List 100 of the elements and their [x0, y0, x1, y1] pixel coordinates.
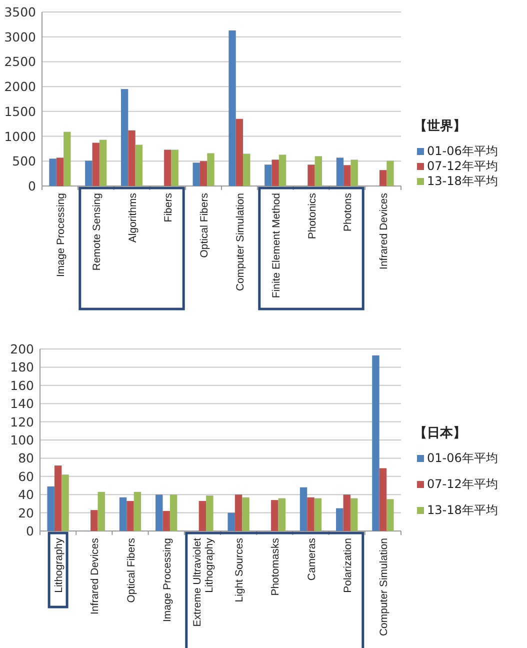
- bar: [344, 165, 351, 186]
- y-tick-label: 80: [18, 450, 34, 466]
- x-tick-label: Light Sources: [234, 538, 246, 602]
- legend-title: 【日本】: [414, 425, 466, 441]
- bar: [206, 496, 214, 531]
- bar: [126, 500, 134, 531]
- bar: [278, 154, 286, 186]
- x-tick-label: Finite Element Method: [270, 192, 282, 298]
- bar: [300, 487, 308, 531]
- bar: [308, 164, 315, 186]
- bar: [128, 130, 136, 186]
- bar: [170, 494, 178, 531]
- bar: [343, 494, 350, 531]
- bar: [192, 162, 200, 186]
- bar: [120, 89, 128, 186]
- x-tick-label: Polarization: [342, 538, 354, 593]
- bar: [272, 160, 279, 186]
- y-tick-label: 40: [18, 487, 34, 502]
- bar: [386, 499, 394, 531]
- bar: [198, 500, 206, 531]
- x-tick-label: Computer Simulation: [234, 192, 246, 292]
- bar: [47, 486, 54, 531]
- y-tick-label: 160: [10, 378, 34, 393]
- x-tick-label: Remote Sensing: [90, 192, 103, 271]
- bar: [307, 497, 314, 531]
- bar: [228, 30, 236, 186]
- legend-label: 07-12年平均: [427, 477, 498, 491]
- x-tick-label: Lithography: [53, 537, 66, 593]
- bar: [54, 465, 62, 531]
- bar: [156, 494, 163, 531]
- x-tick-label: Cameras: [306, 538, 318, 581]
- bar: [350, 498, 358, 531]
- bar: [90, 510, 98, 531]
- y-tick-label: 2000: [4, 79, 36, 94]
- bar: [49, 158, 56, 186]
- y-tick-label: 180: [10, 360, 34, 375]
- bar: [242, 497, 250, 531]
- bar: [171, 150, 178, 186]
- x-tick-label: Infrared Devices: [378, 193, 390, 270]
- bar: [64, 132, 71, 186]
- x-tick-label: Infrared Devices: [89, 538, 102, 614]
- bar: [56, 158, 64, 186]
- bar: [236, 118, 244, 186]
- bar: [386, 160, 394, 186]
- bar: [243, 154, 250, 186]
- y-tick-label: 100: [10, 432, 34, 448]
- legend-label: 01-06年平均: [427, 144, 498, 158]
- bar: [134, 492, 142, 531]
- bar: [336, 508, 344, 531]
- bar: [379, 468, 387, 531]
- x-tick-label: Photons: [342, 193, 354, 232]
- x-tick-label: Photonics: [306, 193, 318, 240]
- legend-label: 07-12年平均: [427, 159, 498, 173]
- bar: [278, 498, 286, 531]
- x-tick-label: Fibers: [162, 193, 175, 222]
- y-tick-label: 120: [10, 414, 34, 430]
- legend-label: 13-18年平均: [427, 174, 498, 188]
- bar: [85, 160, 92, 186]
- x-tick-label: Computer Simulation: [378, 538, 390, 636]
- x-tick-label: Optical Fibers: [125, 538, 138, 603]
- x-tick-label: Optical Fibers: [198, 193, 211, 258]
- bar: [99, 140, 107, 186]
- y-tick-label: 20: [18, 505, 34, 520]
- y-tick-label: 2500: [4, 54, 36, 70]
- bar: [314, 156, 322, 186]
- y-tick-label: 3500: [4, 4, 36, 20]
- bar: [271, 500, 278, 531]
- y-tick-label: 140: [10, 396, 34, 412]
- x-tick-label: Photomasks: [270, 538, 282, 596]
- bar: [162, 510, 170, 531]
- bar: [234, 494, 242, 531]
- y-tick-label: 0: [28, 178, 36, 194]
- legend-title: 【世界】: [414, 118, 466, 134]
- bar: [119, 497, 127, 531]
- x-tick-label: Extreme Ultraviolet Lithography: [191, 537, 216, 627]
- y-tick-label: 0: [26, 524, 34, 538]
- bar: [62, 474, 69, 531]
- y-tick-label: 200: [10, 342, 34, 356]
- bar: [264, 164, 272, 186]
- x-tick-label: Image Processing: [161, 538, 174, 622]
- x-tick-label: Image Processing: [54, 192, 67, 278]
- bar: [135, 144, 143, 186]
- bar: [164, 150, 172, 186]
- legend-label: 13-18年平均: [427, 503, 498, 517]
- y-tick-label: 500: [12, 154, 36, 169]
- y-tick-label: 3000: [4, 29, 36, 44]
- bar: [92, 142, 100, 186]
- legend-label: 01-06年平均: [427, 451, 498, 465]
- bar: [379, 170, 387, 186]
- bar: [200, 161, 208, 186]
- y-tick-label: 60: [18, 468, 34, 484]
- bar: [98, 492, 105, 531]
- bar: [207, 153, 214, 186]
- y-tick-label: 1000: [4, 128, 36, 144]
- bar: [350, 160, 358, 186]
- bar: [372, 355, 380, 531]
- bar: [336, 158, 344, 186]
- y-tick-label: 1500: [4, 104, 36, 119]
- bar: [314, 498, 322, 531]
- x-tick-label: Algorithms: [126, 193, 139, 243]
